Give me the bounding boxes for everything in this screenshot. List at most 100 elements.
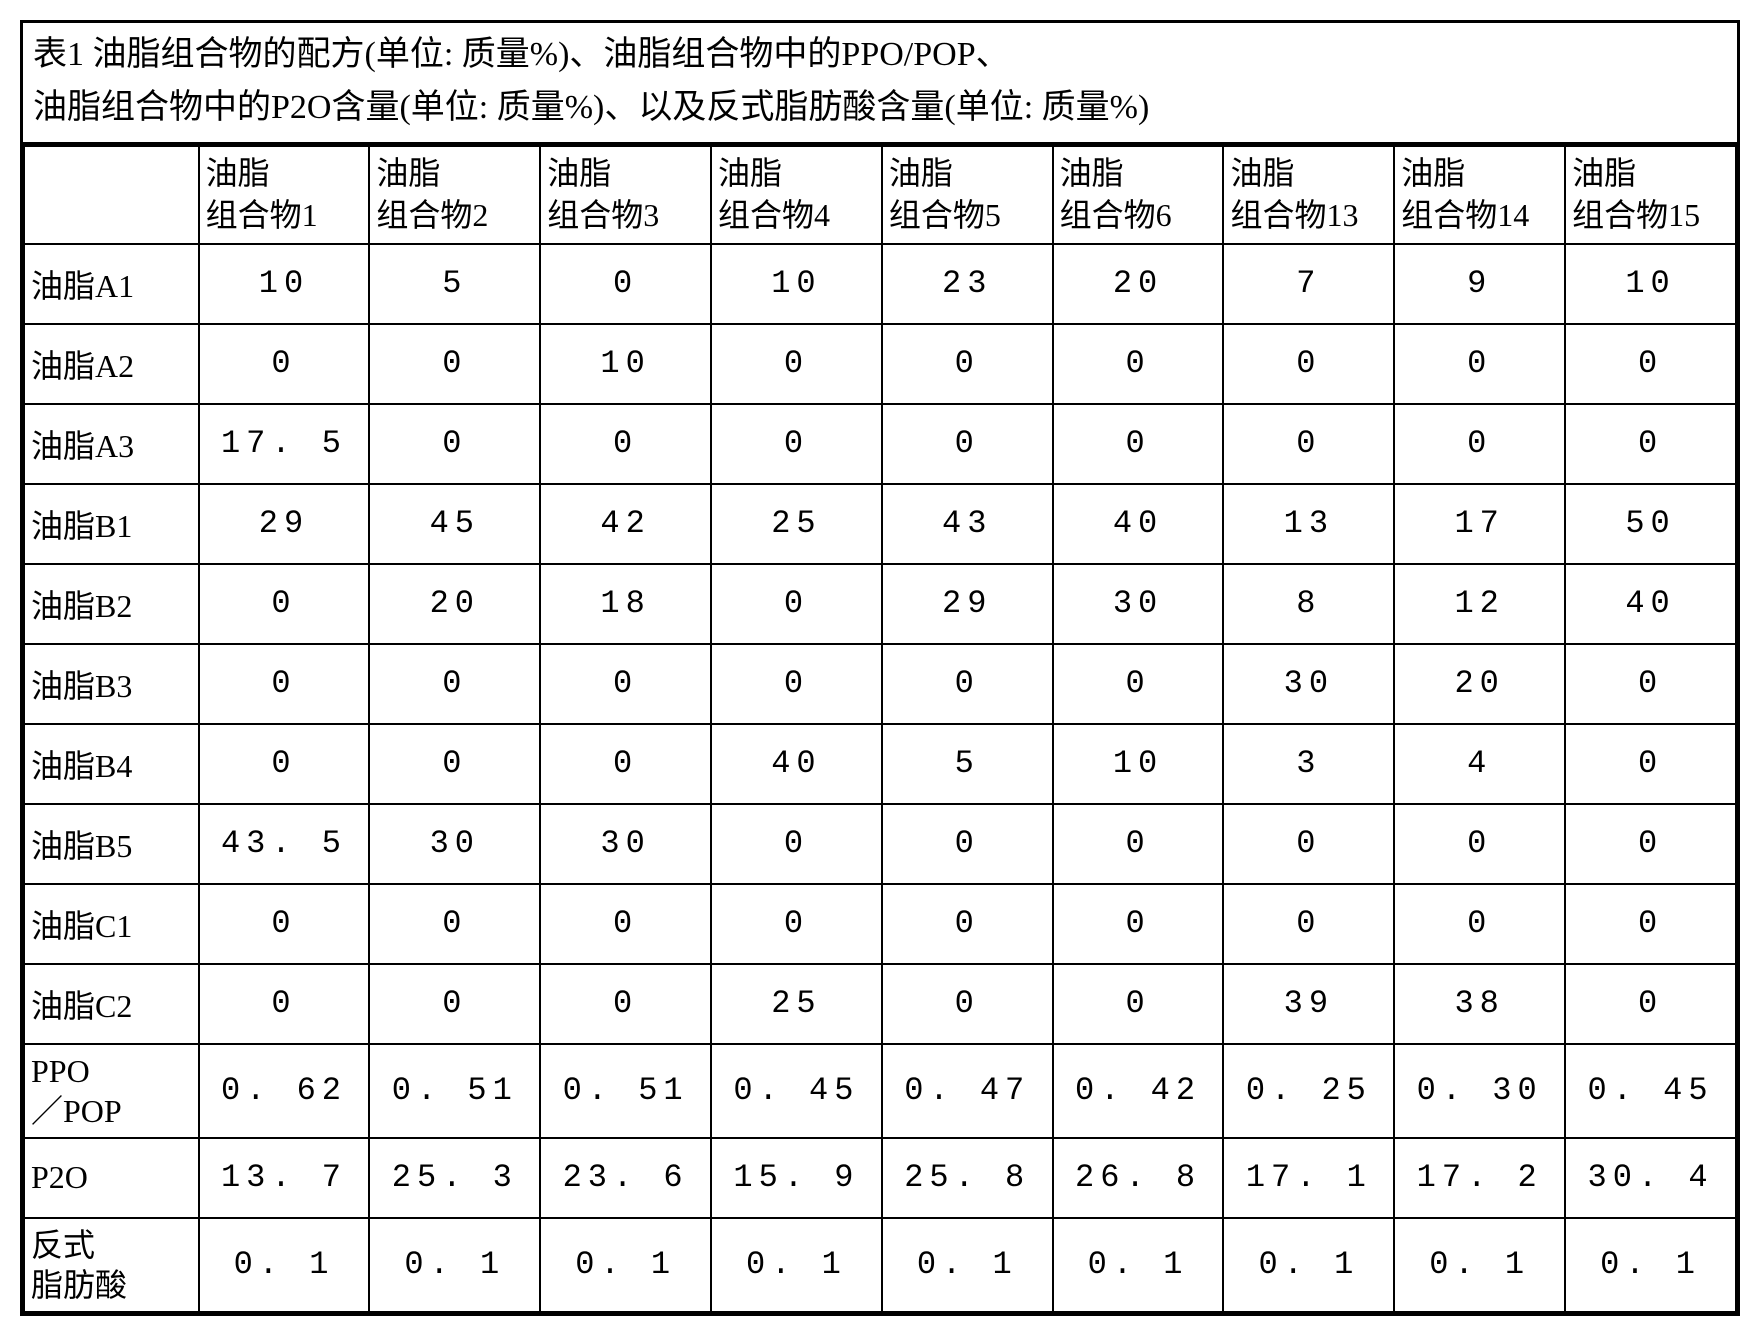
data-cell: 12 — [1394, 564, 1565, 644]
data-cell: 0. 1 — [1223, 1218, 1394, 1312]
data-cell: 30 — [540, 804, 711, 884]
data-cell: 4 — [1394, 724, 1565, 804]
data-cell: 0 — [711, 804, 882, 884]
table-row: 油脂B2020180293081240 — [24, 564, 1736, 644]
table-row: 油脂C2000250039380 — [24, 964, 1736, 1044]
data-cell: 30. 4 — [1565, 1138, 1736, 1218]
table-title: 表1 油脂组合物的配方(单位: 质量%)、油脂组合物中的PPO/POP、 油脂组… — [23, 23, 1737, 145]
table-row: 油脂B300000030200 — [24, 644, 1736, 724]
row-label: 反式脂肪酸 — [24, 1218, 199, 1312]
data-cell: 0 — [369, 964, 540, 1044]
data-cell: 38 — [1394, 964, 1565, 1044]
data-cell: 0 — [369, 404, 540, 484]
data-cell: 0 — [882, 804, 1053, 884]
data-cell: 0 — [369, 884, 540, 964]
data-cell: 0. 62 — [199, 1044, 370, 1138]
data-cell: 29 — [882, 564, 1053, 644]
data-cell: 10 — [1565, 244, 1736, 324]
table-row: 油脂B1294542254340131750 — [24, 484, 1736, 564]
col-head: 油脂组合物14 — [1394, 146, 1565, 243]
data-cell: 17 — [1394, 484, 1565, 564]
table-row: 反式脂肪酸0. 10. 10. 10. 10. 10. 10. 10. 10. … — [24, 1218, 1736, 1312]
data-cell: 0. 1 — [711, 1218, 882, 1312]
data-cell: 0 — [711, 564, 882, 644]
table-row: 油脂A317. 500000000 — [24, 404, 1736, 484]
data-cell: 40 — [711, 724, 882, 804]
data-cell: 5 — [369, 244, 540, 324]
row-label: 油脂A2 — [24, 324, 199, 404]
data-cell: 45 — [369, 484, 540, 564]
data-cell: 23. 6 — [540, 1138, 711, 1218]
data-cell: 0 — [199, 644, 370, 724]
data-cell: 0. 1 — [1053, 1218, 1224, 1312]
data-cell: 0 — [1053, 644, 1224, 724]
data-cell: 0. 45 — [711, 1044, 882, 1138]
data-cell: 30 — [1223, 644, 1394, 724]
table-row: 油脂C1000000000 — [24, 884, 1736, 964]
data-cell: 29 — [199, 484, 370, 564]
data-cell: 20 — [1053, 244, 1224, 324]
data-cell: 20 — [369, 564, 540, 644]
data-cell: 0 — [540, 644, 711, 724]
data-cell: 0. 51 — [540, 1044, 711, 1138]
data-cell: 0 — [1394, 324, 1565, 404]
data-cell: 0 — [369, 644, 540, 724]
table-row: 油脂B400040510340 — [24, 724, 1736, 804]
data-cell: 0 — [1565, 404, 1736, 484]
data-cell: 43 — [882, 484, 1053, 564]
data-cell: 0. 1 — [199, 1218, 370, 1312]
data-cell: 0 — [1223, 404, 1394, 484]
col-head: 油脂组合物13 — [1223, 146, 1394, 243]
data-cell: 10 — [199, 244, 370, 324]
data-cell: 26. 8 — [1053, 1138, 1224, 1218]
data-cell: 40 — [1053, 484, 1224, 564]
data-cell: 10 — [711, 244, 882, 324]
data-cell: 0 — [882, 884, 1053, 964]
data-cell: 0 — [1053, 324, 1224, 404]
row-label: 油脂B5 — [24, 804, 199, 884]
data-cell: 0 — [1565, 884, 1736, 964]
data-cell: 25 — [711, 964, 882, 1044]
data-cell: 0. 25 — [1223, 1044, 1394, 1138]
data-cell: 0 — [199, 964, 370, 1044]
data-cell: 43. 5 — [199, 804, 370, 884]
row-label: 油脂C1 — [24, 884, 199, 964]
data-cell: 18 — [540, 564, 711, 644]
data-cell: 25. 3 — [369, 1138, 540, 1218]
data-cell: 0 — [1223, 804, 1394, 884]
data-cell: 50 — [1565, 484, 1736, 564]
data-cell: 0 — [540, 724, 711, 804]
data-table: 油脂组合物1 油脂组合物2 油脂组合物3 油脂组合物4 油脂组合物5 油脂组合物… — [23, 145, 1737, 1312]
data-cell: 0. 1 — [1394, 1218, 1565, 1312]
data-cell: 13 — [1223, 484, 1394, 564]
header-blank — [24, 146, 199, 243]
data-cell: 17. 5 — [199, 404, 370, 484]
data-cell: 0 — [882, 644, 1053, 724]
row-label: PPO／POP — [24, 1044, 199, 1138]
data-cell: 0 — [199, 564, 370, 644]
data-cell: 30 — [369, 804, 540, 884]
data-cell: 10 — [1053, 724, 1224, 804]
data-cell: 0 — [199, 884, 370, 964]
data-cell: 0 — [540, 244, 711, 324]
table-row: 油脂A20010000000 — [24, 324, 1736, 404]
row-label: 油脂C2 — [24, 964, 199, 1044]
data-cell: 3 — [1223, 724, 1394, 804]
data-cell: 40 — [1565, 564, 1736, 644]
data-cell: 10 — [540, 324, 711, 404]
data-cell: 0 — [199, 724, 370, 804]
data-cell: 17. 1 — [1223, 1138, 1394, 1218]
row-label: 油脂B4 — [24, 724, 199, 804]
data-cell: 0 — [882, 964, 1053, 1044]
data-cell: 0 — [1053, 804, 1224, 884]
header-row: 油脂组合物1 油脂组合物2 油脂组合物3 油脂组合物4 油脂组合物5 油脂组合物… — [24, 146, 1736, 243]
col-head: 油脂组合物2 — [369, 146, 540, 243]
data-cell: 30 — [1053, 564, 1224, 644]
data-cell: 0. 1 — [369, 1218, 540, 1312]
data-cell: 0 — [1394, 804, 1565, 884]
col-head: 油脂组合物4 — [711, 146, 882, 243]
data-cell: 8 — [1223, 564, 1394, 644]
data-cell: 5 — [882, 724, 1053, 804]
data-cell: 13. 7 — [199, 1138, 370, 1218]
data-cell: 0 — [1394, 404, 1565, 484]
